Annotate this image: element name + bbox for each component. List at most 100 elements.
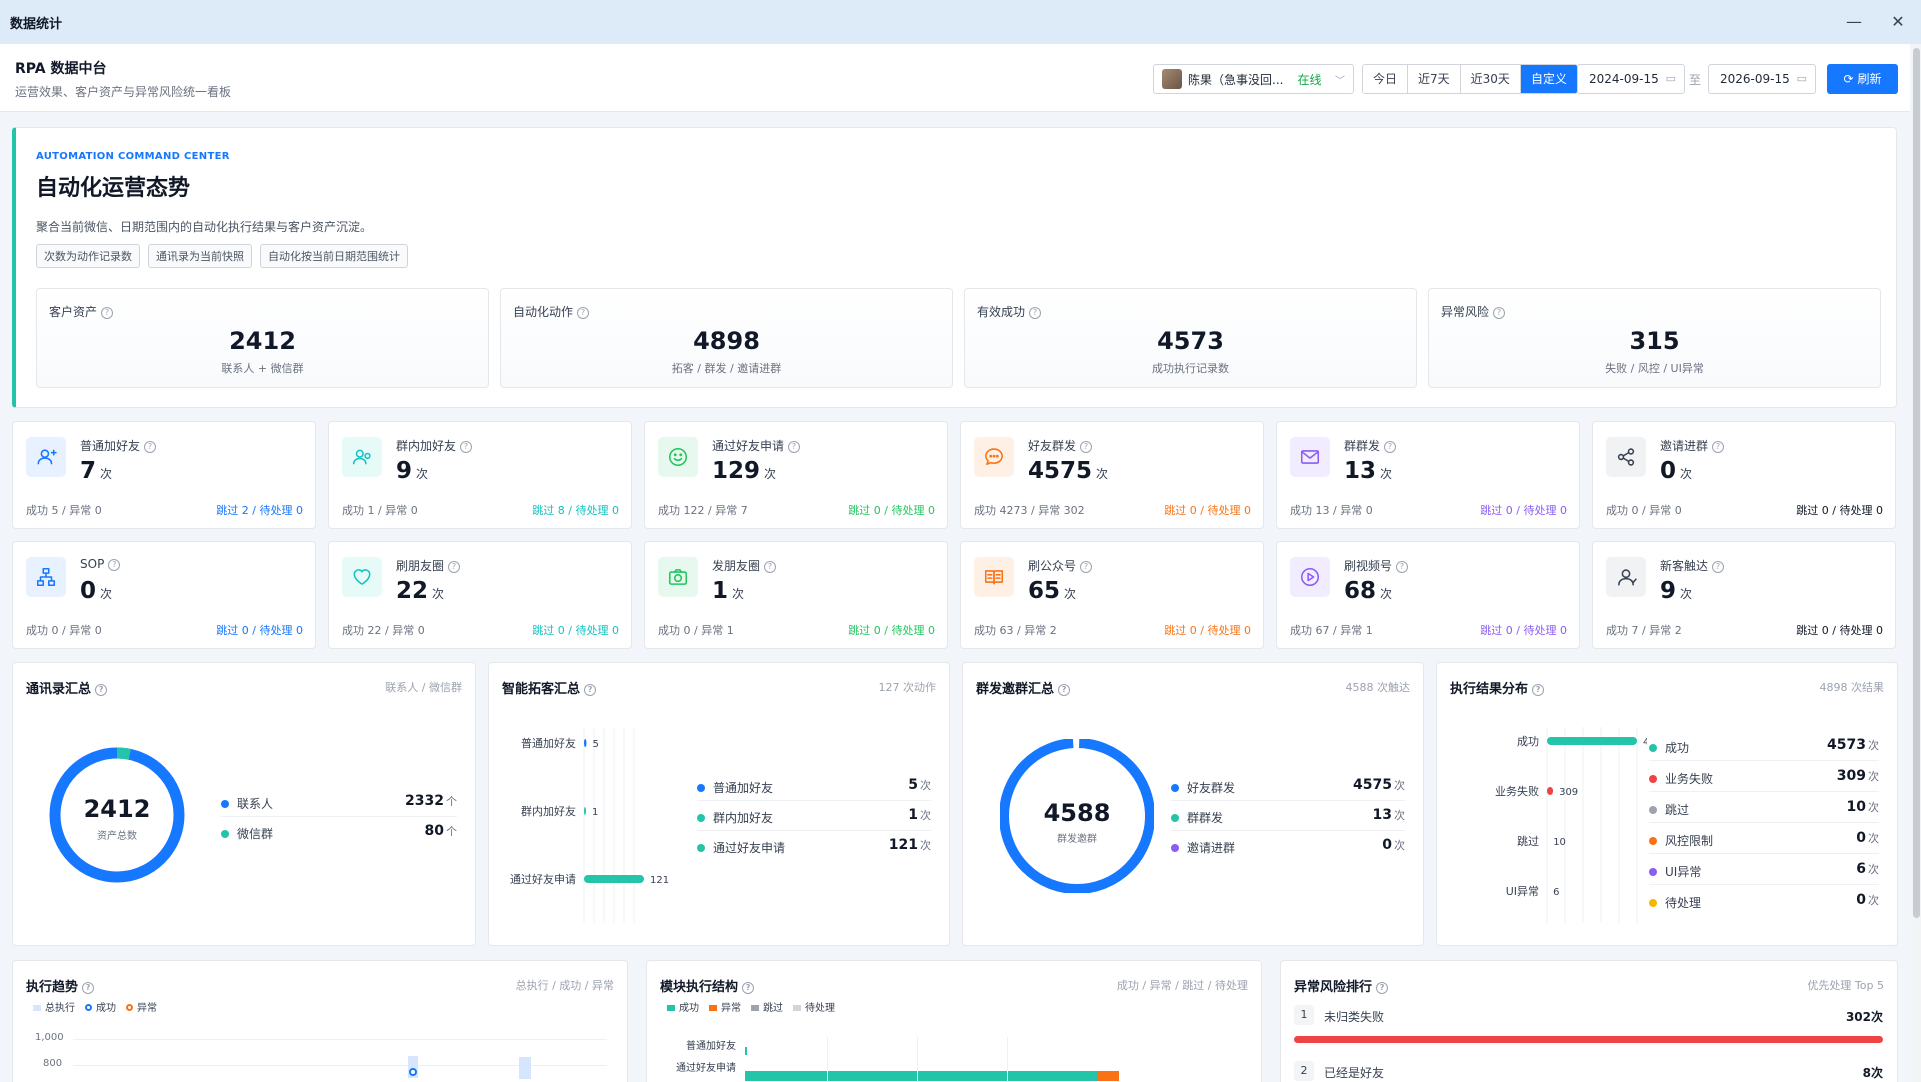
trend-point-success[interactable] bbox=[409, 1068, 417, 1076]
share-icon bbox=[1606, 437, 1646, 477]
legend-value-number: 1 bbox=[908, 807, 918, 823]
close-icon[interactable]: ✕ bbox=[1891, 12, 1905, 31]
risk-value: 302次 bbox=[1845, 1010, 1883, 1024]
risk-ranking-panel: 异常风险排行? 优先处理 Top 5 1 未归类失败 302次 2 已经是好友 … bbox=[1280, 960, 1898, 1082]
date-end-input[interactable]: 2026-09-15 ▭ bbox=[1708, 64, 1816, 94]
help-icon[interactable]: ? bbox=[108, 558, 121, 571]
help-icon[interactable]: ? bbox=[577, 306, 590, 319]
structure-bar[interactable] bbox=[745, 1047, 747, 1055]
module-skip-link[interactable]: 跳过 0 / 待处理 0 bbox=[216, 624, 303, 637]
module-card[interactable]: 刷朋友圈? 22 次成功 22 / 异常 0 跳过 0 / 待处理 0 bbox=[328, 541, 632, 649]
module-skip-link[interactable]: 跳过 0 / 待处理 0 bbox=[848, 624, 935, 637]
help-icon[interactable]: ? bbox=[1532, 683, 1545, 696]
module-stat: 成功 13 / 异常 0 bbox=[1290, 504, 1373, 517]
help-icon[interactable]: ? bbox=[460, 440, 473, 453]
module-skip-link[interactable]: 跳过 0 / 待处理 0 bbox=[1164, 504, 1251, 517]
help-icon[interactable]: ? bbox=[1080, 560, 1093, 573]
module-card[interactable]: 群群发? 13 次成功 13 / 异常 0 跳过 0 / 待处理 0 bbox=[1276, 421, 1580, 529]
module-card[interactable]: 发朋友圈? 1 次成功 0 / 异常 1 跳过 0 / 待处理 0 bbox=[644, 541, 948, 649]
help-icon[interactable]: ? bbox=[1058, 683, 1071, 696]
bar bbox=[584, 739, 587, 747]
acquire-bar-chart: 普通加好友 5 群内加好友 1 通过好友申请 121 bbox=[510, 727, 669, 923]
module-skip-link[interactable]: 跳过 2 / 待处理 0 bbox=[216, 504, 303, 517]
legend-item[interactable]: 成功 bbox=[85, 999, 116, 1014]
scrollbar-thumb[interactable] bbox=[1913, 48, 1920, 918]
help-icon[interactable]: ? bbox=[448, 560, 461, 573]
legend-item[interactable]: 成功 bbox=[667, 999, 699, 1014]
module-card[interactable]: 刷视频号? 68 次成功 67 / 异常 1 跳过 0 / 待处理 0 bbox=[1276, 541, 1580, 649]
divider bbox=[1649, 791, 1879, 792]
module-unit: 次 bbox=[1064, 587, 1077, 601]
module-skip-link[interactable]: 跳过 0 / 待处理 0 bbox=[1480, 504, 1567, 517]
help-icon[interactable]: ? bbox=[1029, 306, 1042, 319]
module-skip-link[interactable]: 跳过 0 / 待处理 0 bbox=[1164, 624, 1251, 637]
help-icon[interactable]: ? bbox=[584, 683, 597, 696]
divider bbox=[697, 830, 931, 831]
module-card[interactable]: 新客触达? 9 次成功 7 / 异常 2 跳过 0 / 待处理 0 bbox=[1592, 541, 1896, 649]
module-card[interactable]: 通过好友申请? 129 次成功 122 / 异常 7 跳过 0 / 待处理 0 bbox=[644, 421, 948, 529]
legend-value-unit: 次 bbox=[920, 839, 931, 852]
date-start-input[interactable]: 2024-09-15 ▭ bbox=[1577, 64, 1685, 94]
module-skip-link[interactable]: 跳过 0 / 待处理 0 bbox=[848, 504, 935, 517]
help-icon[interactable]: ? bbox=[764, 560, 777, 573]
range-tab-today[interactable]: 今日 bbox=[1363, 65, 1409, 93]
legend-item: 群内加好友 bbox=[697, 809, 773, 826]
help-icon[interactable]: ? bbox=[95, 683, 108, 696]
legend-dot bbox=[697, 843, 705, 852]
module-skip-link[interactable]: 跳过 0 / 待处理 0 bbox=[532, 624, 619, 637]
range-tab-custom[interactable]: 自定义 bbox=[1520, 65, 1577, 93]
help-icon[interactable]: ? bbox=[101, 306, 114, 319]
module-card[interactable]: 普通加好友? 7 次成功 5 / 异常 0 跳过 2 / 待处理 0 bbox=[12, 421, 316, 529]
help-icon[interactable]: ? bbox=[1712, 440, 1725, 453]
legend-item[interactable]: 跳过 bbox=[751, 999, 783, 1014]
acquire-summary-panel: 智能拓客汇总? 127 次动作 普通加好友 5 群内加好友 1 通过好友申请 121 普通… bbox=[488, 662, 950, 946]
legend-label: 邀请进群 bbox=[1187, 841, 1236, 855]
module-card[interactable]: SOP? 0 次成功 0 / 异常 0 跳过 0 / 待处理 0 bbox=[12, 541, 316, 649]
legend-value: 13 次 bbox=[1373, 807, 1405, 823]
legend-item: 跳过 bbox=[1649, 801, 1689, 818]
module-skip-link[interactable]: 跳过 0 / 待处理 0 bbox=[1480, 624, 1567, 637]
module-skip-link[interactable]: 跳过 0 / 待处理 0 bbox=[1796, 624, 1883, 637]
legend-item[interactable]: 待处理 bbox=[793, 999, 835, 1014]
legend-item[interactable]: 异常 bbox=[709, 999, 741, 1014]
help-icon[interactable]: ? bbox=[788, 440, 801, 453]
structure-bar-success[interactable] bbox=[745, 1071, 1097, 1081]
bar-label: 通过好友申请 bbox=[510, 872, 576, 886]
help-icon[interactable]: ? bbox=[1384, 440, 1397, 453]
kpi-row: 客户资产? 2412 联系人 + 微信群 自动化动作? 4898 拓客 / 群发… bbox=[36, 288, 1881, 388]
divider bbox=[697, 800, 931, 801]
range-tab-30d[interactable]: 近30天 bbox=[1460, 65, 1521, 93]
bar bbox=[1547, 737, 1637, 745]
legend-item: 业务失败 bbox=[1649, 770, 1713, 787]
refresh-button[interactable]: ⟳ 刷新 bbox=[1827, 64, 1898, 94]
range-tab-7d[interactable]: 近7天 bbox=[1408, 65, 1461, 93]
account-select[interactable]: 陈果（急事没回... 在线 ﹀ bbox=[1153, 64, 1354, 94]
module-card[interactable]: 邀请进群? 0 次成功 0 / 异常 0 跳过 0 / 待处理 0 bbox=[1592, 421, 1896, 529]
help-icon[interactable]: ? bbox=[144, 440, 157, 453]
help-icon[interactable]: ? bbox=[1396, 560, 1409, 573]
hero-tags: 次数为动作记录数 通讯录为当前快照 自动化按当前日期范围统计 bbox=[36, 244, 408, 268]
structure-bar-error[interactable] bbox=[1097, 1071, 1119, 1081]
module-card[interactable]: 刷公众号? 65 次成功 63 / 异常 2 跳过 0 / 待处理 0 bbox=[960, 541, 1264, 649]
module-skip-link[interactable]: 跳过 0 / 待处理 0 bbox=[1796, 504, 1883, 517]
legend-item[interactable]: 异常 bbox=[126, 999, 157, 1014]
help-icon[interactable]: ? bbox=[1712, 560, 1725, 573]
help-icon[interactable]: ? bbox=[1493, 306, 1506, 319]
help-icon[interactable]: ? bbox=[1080, 440, 1093, 453]
module-unit: 次 bbox=[1096, 467, 1109, 481]
legend-value-number: 4573 bbox=[1827, 737, 1866, 753]
group-user-icon bbox=[342, 437, 382, 477]
help-icon[interactable]: ? bbox=[82, 981, 95, 994]
help-icon[interactable]: ? bbox=[742, 981, 755, 994]
scrollbar-track[interactable] bbox=[1912, 44, 1921, 1082]
module-skip-link[interactable]: 跳过 8 / 待处理 0 bbox=[532, 504, 619, 517]
kpi-label: 异常风险 bbox=[1441, 305, 1490, 319]
help-icon[interactable]: ? bbox=[1376, 981, 1389, 994]
module-card[interactable]: 群内加好友? 9 次成功 1 / 异常 0 跳过 8 / 待处理 0 bbox=[328, 421, 632, 529]
module-value: 0 bbox=[1660, 458, 1677, 484]
module-card[interactable]: 好友群发? 4575 次成功 4273 / 异常 302 跳过 0 / 待处理 0 bbox=[960, 421, 1264, 529]
minimize-icon[interactable]: — bbox=[1846, 12, 1862, 31]
legend-item[interactable]: 总执行 bbox=[33, 999, 75, 1014]
